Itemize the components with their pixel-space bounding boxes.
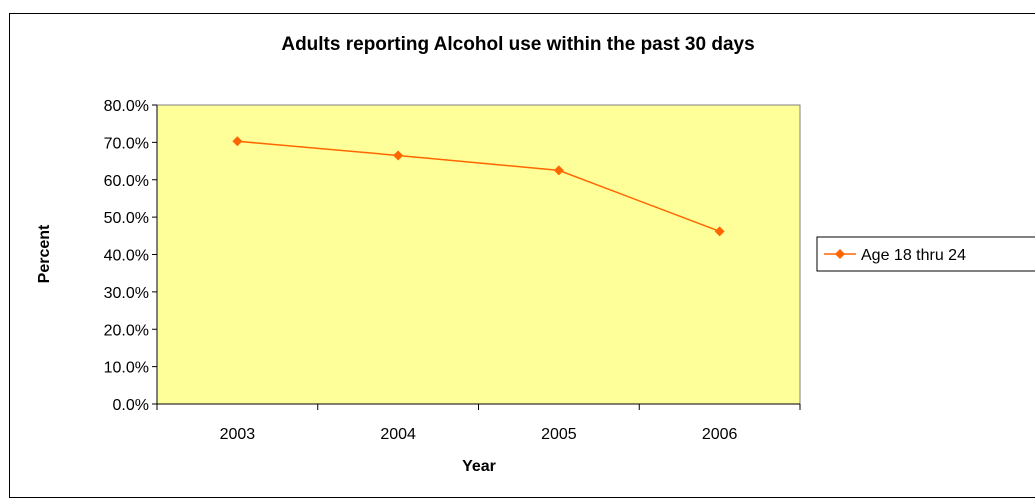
x-tick-label: 2005: [541, 426, 577, 443]
x-tick-label: 2003: [220, 426, 256, 443]
data-point: [393, 150, 404, 161]
x-tick-label: 2004: [380, 426, 416, 443]
data-point: [714, 226, 725, 237]
legend: Age 18 thru 24: [816, 236, 1035, 272]
x-tick-label: 2006: [702, 426, 738, 443]
y-axis-label: Percent: [36, 224, 53, 283]
y-tick-label: 50.0%: [104, 210, 149, 227]
legend-marker: [835, 249, 845, 259]
data-point: [553, 165, 564, 176]
y-tick-label: 30.0%: [104, 285, 149, 302]
x-axis-label: Year: [462, 458, 496, 475]
data-point: [232, 136, 243, 147]
y-tick-label: 40.0%: [104, 248, 149, 265]
y-tick-label: 80.0%: [104, 98, 149, 115]
legend-label: Age 18 thru 24: [861, 247, 966, 264]
y-tick-label: 0.0%: [113, 397, 149, 414]
series-layer: [232, 136, 725, 237]
plot-area: [156, 104, 801, 405]
y-tick-label: 70.0%: [104, 135, 149, 152]
series-line: [237, 140, 720, 233]
y-axis: 0.0% 10.0% 20.0% 30.0% 40.0% 50.0% 60.0% 70.0% 8…: [104, 98, 158, 414]
chart-title: Adults reporting Alcohol use within the …: [281, 34, 754, 55]
y-tick-label: 60.0%: [104, 173, 149, 190]
y-tick-label: 20.0%: [104, 322, 149, 339]
x-axis: 2003 2004 2005 2006: [156, 403, 801, 443]
y-tick-label: 10.0%: [104, 360, 149, 377]
